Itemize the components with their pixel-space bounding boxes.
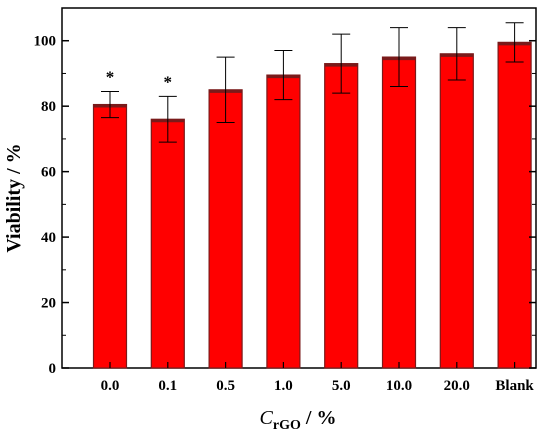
y-tick-label: 80: [41, 99, 56, 115]
bar: [150, 118, 185, 369]
bar: [266, 74, 301, 369]
y-tick-label: 0: [49, 361, 57, 377]
y-tick-label: 20: [41, 296, 56, 312]
bar: [92, 103, 128, 369]
bars: * *: [92, 22, 532, 369]
bar: [208, 89, 243, 369]
bar: [497, 41, 532, 369]
x-axis-title-symbol: C: [260, 407, 274, 429]
x-tick-label: 0.0: [101, 378, 120, 394]
significance-marker: *: [164, 72, 173, 91]
x-axis-title: CrGO / %: [260, 407, 337, 433]
x-tick-label: 0.5: [216, 378, 235, 394]
y-axis-ticks: 0 20 40 60 80 100: [34, 34, 536, 377]
x-tick-label: Blank: [495, 378, 534, 394]
x-tick-label: 5.0: [332, 378, 351, 394]
bar: [381, 56, 417, 369]
x-tick-label: 10.0: [386, 378, 412, 394]
bar: [439, 53, 474, 369]
bar: [324, 63, 359, 369]
x-axis-ticks: 0.0 0.1 0.5 1.0 5.0 10.0 20.0 Blank: [101, 362, 534, 394]
x-tick-label: 0.1: [158, 378, 177, 394]
x-axis-title-subscript: rGO: [273, 418, 301, 433]
y-axis-title: Viability / %: [3, 143, 25, 252]
x-axis-title-unit: / %: [301, 407, 337, 429]
y-tick-label: 40: [41, 230, 56, 246]
x-tick-label: 20.0: [444, 378, 470, 394]
y-tick-label: 100: [34, 34, 57, 50]
y-tick-label: 60: [41, 165, 56, 181]
significance-marker: *: [106, 67, 115, 86]
x-tick-label: 1.0: [274, 378, 293, 394]
